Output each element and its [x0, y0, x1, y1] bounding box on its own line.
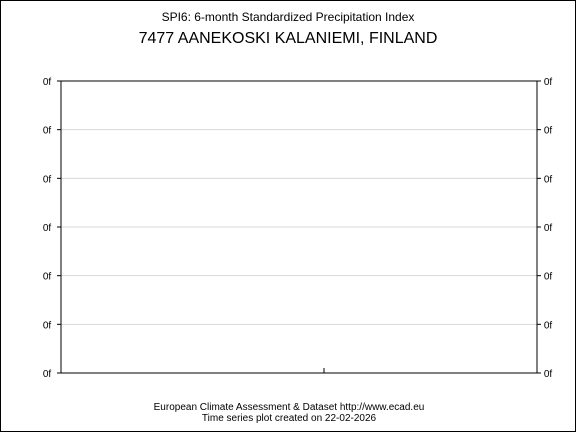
y-tick-label-left: 0f — [43, 320, 52, 331]
y-tick-label-right: 0f — [544, 272, 553, 283]
y-tick-label-left: 0f — [43, 77, 52, 88]
y-tick-label-left: 0f — [43, 369, 52, 380]
footer-created-date: Time series plot created on 22-02-2026 — [202, 413, 377, 424]
y-tick-label-right: 0f — [544, 223, 553, 234]
chart-subtitle: 7477 AANEKOSKI KALANIEMI, FINLAND — [139, 30, 438, 47]
y-tick-label-left: 0f — [43, 174, 52, 185]
y-tick-label-left: 0f — [43, 223, 52, 234]
y-tick-label-left: 0f — [43, 272, 52, 283]
y-axis-ticks: 0f 0f 0f 0f 0f 0f 0f 0f 0f 0f 0f 0f 0f 0f — [43, 77, 553, 380]
y-tick-label-right: 0f — [544, 126, 553, 137]
gridlines — [61, 129, 537, 325]
y-tick-label-right: 0f — [544, 320, 553, 331]
y-tick-label-right: 0f — [544, 77, 553, 88]
chart-title: SPI6: 6-month Standardized Precipitation… — [162, 10, 415, 24]
footer-credit: European Climate Assessment & Dataset ht… — [154, 402, 425, 413]
y-tick-label-right: 0f — [544, 174, 553, 185]
y-tick-label-right: 0f — [544, 369, 553, 380]
y-tick-label-left: 0f — [43, 126, 52, 137]
